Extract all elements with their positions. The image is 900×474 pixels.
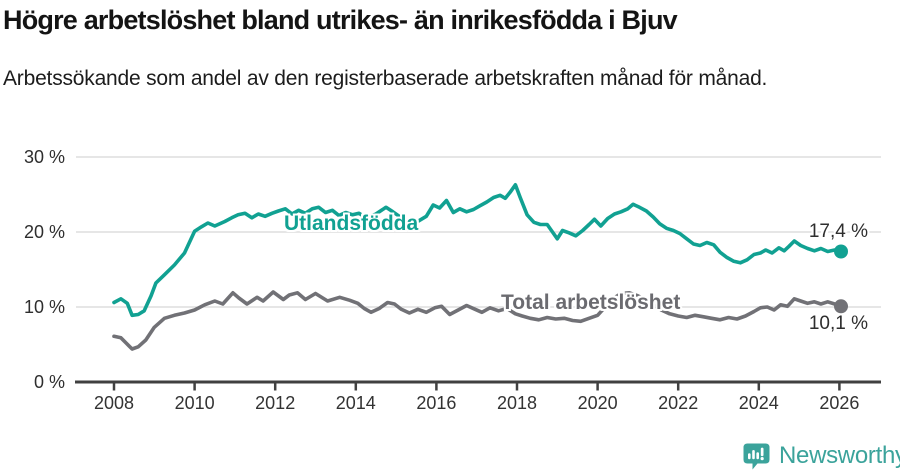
x-tick-label: 2026 <box>819 393 860 413</box>
newsworthy-logo-text: Newsworthy <box>779 442 900 469</box>
x-tick-label: 2010 <box>174 393 215 413</box>
x-tick-label: 2016 <box>416 393 457 413</box>
y-tick-label: 30 % <box>23 147 65 167</box>
logo-bar-2 <box>752 449 755 459</box>
chart-subtitle: Arbetssökande som andel av den registerb… <box>3 67 768 90</box>
end-value-label-utlandsfodda: 17,4 % <box>808 221 868 242</box>
newsworthy-logo: Newsworthy <box>743 442 900 470</box>
series-line <box>112 183 843 318</box>
logo-bar-1 <box>748 452 751 459</box>
x-tick-label: 2022 <box>658 393 699 413</box>
y-tick-label: 10 % <box>23 297 65 317</box>
x-tick-label: 2020 <box>577 393 618 413</box>
x-tick-label: 2024 <box>738 393 779 413</box>
logo-bar-3 <box>756 451 759 459</box>
page-title: Högre arbetslöshet bland utrikes- än inr… <box>3 5 678 35</box>
logo-exclamation-dot <box>760 456 764 460</box>
x-tick-label: 2012 <box>255 393 296 413</box>
y-tick-label: 0 % <box>33 372 65 392</box>
series-label-utlandsfodda: Utlandsfödda <box>284 212 419 235</box>
x-tick-label: 2018 <box>496 393 538 413</box>
series-line <box>112 290 843 351</box>
x-tick-label: 2014 <box>335 393 376 413</box>
newsworthy-logo-icon <box>743 443 770 469</box>
series-label-total-arbetsloshet: Total arbetslöshet <box>501 291 681 314</box>
series-end-dot <box>834 299 848 314</box>
y-tick-label: 20 % <box>23 222 65 242</box>
series-end-dot <box>834 244 848 259</box>
x-tick-label: 2008 <box>93 393 135 413</box>
logo-exclamation <box>760 447 764 456</box>
end-value-label-total: 10,1 % <box>808 313 868 334</box>
